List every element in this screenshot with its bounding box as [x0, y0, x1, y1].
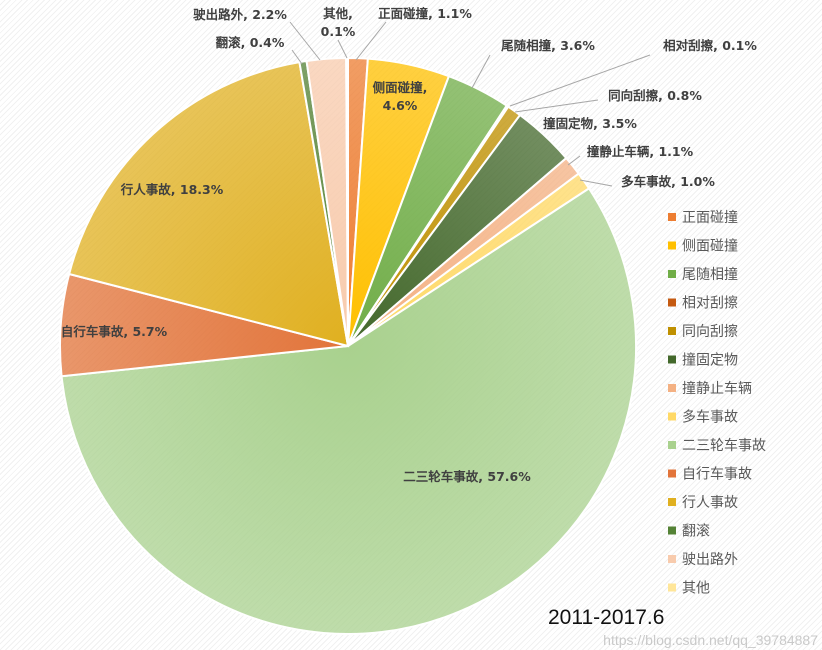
- data-label: 尾随相撞, 3.6%: [501, 38, 595, 53]
- legend-label: 相对刮擦: [682, 295, 738, 312]
- legend-swatch: [668, 355, 676, 364]
- data-label: 正面碰撞, 1.1%: [378, 6, 472, 21]
- legend-item: 尾随相撞: [668, 267, 738, 283]
- legend-label: 自行车事故: [682, 466, 752, 483]
- legend-swatch: [668, 327, 676, 335]
- watermark: https://blog.csdn.net/qq_39784887: [603, 632, 818, 648]
- legend-swatch: [668, 441, 676, 449]
- data-label: 同向刮擦, 0.8%: [608, 88, 702, 103]
- legend-item: 二三轮车事故: [668, 437, 766, 454]
- legend-label: 其他: [682, 581, 710, 597]
- legend-swatch: [668, 526, 676, 535]
- legend-label: 多车事故: [682, 409, 738, 426]
- leader-line: [337, 39, 348, 59]
- legend-item: 翻滚: [668, 523, 710, 540]
- legend-item: 侧面碰撞: [668, 239, 738, 255]
- legend-label: 侧面碰撞: [682, 239, 738, 255]
- data-label: 侧面碰撞, 4.6%: [373, 80, 428, 113]
- data-label: 驶出路外, 2.2%: [193, 7, 287, 22]
- legend-swatch: [668, 298, 676, 307]
- legend-label: 翻滚: [682, 523, 710, 540]
- leader-line: [579, 179, 613, 187]
- legend-label: 撞固定物: [682, 353, 738, 369]
- data-label: 多车事故, 1.0%: [621, 174, 715, 189]
- legend-label: 正面碰撞: [682, 210, 738, 226]
- legend-swatch: [668, 241, 676, 250]
- pie-slice-13: [345, 56, 349, 347]
- legend-label: 二三轮车事故: [682, 437, 766, 454]
- legend-label: 行人事故: [682, 495, 738, 511]
- legend-item: 撞固定物: [668, 353, 738, 369]
- legend-item: 同向刮擦: [668, 323, 738, 340]
- legend-swatch: [668, 583, 676, 592]
- leader-line: [567, 155, 581, 166]
- data-label: 相对刮擦, 0.1%: [663, 38, 757, 53]
- data-label: 翻滚, 0.4%: [216, 35, 285, 50]
- data-label: 其他, 0.1%: [321, 6, 356, 39]
- legend-item: 多车事故: [668, 409, 738, 426]
- data-label: 自行车事故, 5.7%: [61, 324, 168, 339]
- legend-label: 驶出路外: [682, 552, 738, 568]
- data-label: 撞静止车辆, 1.1%: [587, 144, 694, 159]
- legend-item: 相对刮擦: [668, 295, 738, 312]
- leader-line: [289, 21, 321, 61]
- legend-item: 行人事故: [668, 495, 738, 511]
- legend-item: 驶出路外: [668, 552, 738, 568]
- legend-label: 同向刮擦: [682, 323, 738, 340]
- legend-swatch: [668, 384, 676, 392]
- pie-slice-8: [60, 187, 637, 635]
- chart-subtitle: 2011-2017.6: [548, 606, 665, 629]
- legend-swatch: [668, 412, 676, 421]
- legend-swatch: [668, 555, 676, 563]
- legend-label: 撞静止车辆: [682, 380, 752, 397]
- legend-label: 尾随相撞: [682, 267, 738, 283]
- legend-item: 撞静止车辆: [668, 380, 752, 397]
- data-label: 行人事故, 18.3%: [120, 182, 224, 197]
- pie-slice-10: [67, 60, 350, 348]
- data-label: 撞固定物, 3.5%: [543, 116, 637, 131]
- legend-swatch: [668, 270, 676, 278]
- leader-line: [514, 99, 599, 113]
- legend-swatch: [668, 469, 676, 478]
- leader-line: [355, 21, 387, 61]
- legend-swatch: [668, 498, 676, 506]
- leader-line: [291, 49, 303, 65]
- legend-swatch: [668, 213, 676, 221]
- legend-item: 其他: [668, 581, 710, 597]
- legend-item: 正面碰撞: [668, 210, 738, 226]
- leader-line: [509, 54, 651, 107]
- data-label: 二三轮车事故, 57.6%: [403, 469, 531, 484]
- legend-item: 自行车事故: [668, 466, 752, 483]
- leader-line: [471, 54, 491, 89]
